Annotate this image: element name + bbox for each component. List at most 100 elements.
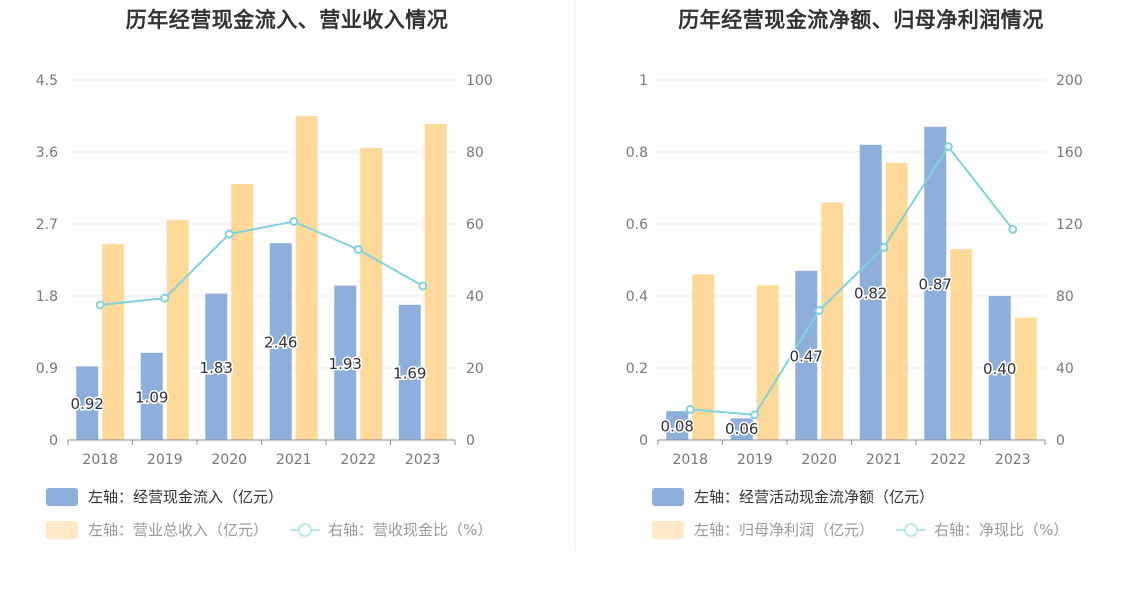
bar-series-0 bbox=[334, 285, 357, 440]
x-axis-tick-label: 2019 bbox=[147, 452, 183, 468]
bar-series-1 bbox=[692, 274, 715, 440]
bar-series-0 bbox=[76, 366, 99, 440]
legend-label: 左轴：经营活动现金流净额（亿元） bbox=[694, 488, 935, 506]
chart-panel-cash-inflow: 历年经营现金流入、营业收入情况 0 0.9 1.8 2.7 3.6 4.5 0 20 40 60 8… bbox=[36, 8, 493, 540]
chart-panel-net-cash-flow: 历年经营现金流净额、归母净利润情况 0 0.2 0.4 0.6 0.8 1 0 40 80 120… bbox=[574, 0, 1148, 589]
line-point bbox=[814, 305, 824, 315]
x-axis-tick-label: 2022 bbox=[930, 452, 966, 468]
left-axis-tick-label: 0.8 bbox=[626, 145, 648, 161]
bar-series-0 bbox=[269, 243, 292, 440]
right-axis-tick-label: 200 bbox=[1056, 73, 1083, 89]
line-point bbox=[750, 410, 760, 420]
x-axis-tick-label: 2021 bbox=[276, 452, 312, 468]
left-axis-tick-label: 4.5 bbox=[36, 73, 58, 89]
data-label: 0.08 bbox=[661, 418, 694, 436]
x-axis-tick-label: 2023 bbox=[995, 452, 1031, 468]
data-label: 1.93 bbox=[329, 355, 362, 373]
panel-divider bbox=[575, 0, 576, 550]
right-axis-tick-label: 0 bbox=[1056, 433, 1065, 449]
bar-series-1 bbox=[756, 285, 779, 440]
bar-series-1 bbox=[166, 220, 189, 440]
line-point bbox=[353, 245, 363, 255]
legend-item-series-0[interactable]: 左轴：经营活动现金流净额（亿元） bbox=[652, 486, 934, 507]
chart-plot: 0 0.9 1.8 2.7 3.6 4.5 0 20 40 60 80 100 2018 2019 2020… bbox=[36, 73, 493, 468]
bar-series-0 bbox=[666, 411, 689, 440]
left-axis-tick-label: 1.8 bbox=[36, 289, 58, 305]
legend-swatch bbox=[46, 487, 78, 506]
legend-swatch bbox=[652, 520, 684, 539]
chart-title: 历年经营现金流入、营业收入情况 bbox=[125, 8, 449, 32]
line-point bbox=[879, 242, 889, 252]
x-axis-tick-label: 2018 bbox=[672, 452, 708, 468]
x-axis-tick-label: 2018 bbox=[82, 452, 118, 468]
left-axis-tick-label: 0.9 bbox=[36, 361, 58, 377]
bar-series-1 bbox=[102, 244, 125, 440]
left-axis-tick-label: 0.6 bbox=[626, 217, 648, 233]
data-label: 0.40 bbox=[983, 360, 1016, 378]
line-series-2 bbox=[100, 220, 424, 306]
chart-plot: 0 0.2 0.4 0.6 0.8 1 0 40 80 120 160 200 2018 2019 2020… bbox=[626, 73, 1083, 468]
right-axis-tick-label: 40 bbox=[466, 289, 484, 305]
bar-series-0 bbox=[988, 296, 1011, 440]
line-point bbox=[685, 404, 695, 414]
left-axis-tick-label: 0 bbox=[639, 433, 648, 449]
line-point bbox=[943, 142, 953, 152]
legend-row: 左轴：营业总收入（亿元） 右轴：营收现金比（%） bbox=[46, 519, 492, 540]
x-axis-tick-label: 2022 bbox=[340, 452, 376, 468]
left-axis-tick-label: 0 bbox=[49, 433, 58, 449]
bar-series-0 bbox=[398, 304, 421, 440]
x-axis-tick-label: 2023 bbox=[405, 452, 441, 468]
legend-item-series-1[interactable]: 左轴：归母净利润（亿元） bbox=[694, 521, 875, 539]
legend-item-series-0[interactable]: 左轴：经营现金流入（亿元） bbox=[46, 486, 283, 507]
right-axis-tick-label: 40 bbox=[1056, 361, 1074, 377]
data-label: 0.47 bbox=[790, 347, 823, 365]
bar-series-1 bbox=[295, 116, 318, 440]
bar-series-0 bbox=[859, 144, 882, 441]
right-axis-tick-label: 0 bbox=[466, 433, 475, 449]
line-point bbox=[1008, 224, 1018, 234]
line-point bbox=[418, 281, 428, 291]
legend-swatch bbox=[652, 487, 684, 506]
data-label: 0.82 bbox=[854, 284, 887, 302]
data-label: 1.09 bbox=[135, 388, 168, 406]
data-label: 1.83 bbox=[200, 359, 233, 377]
line-point bbox=[160, 293, 170, 303]
x-axis-tick-label: 2019 bbox=[737, 452, 773, 468]
right-axis-tick-label: 100 bbox=[466, 73, 493, 89]
data-label: 0.92 bbox=[71, 395, 104, 413]
line-legend-icon bbox=[290, 522, 321, 537]
x-axis-tick-label: 2020 bbox=[211, 452, 247, 468]
line-point bbox=[95, 300, 105, 310]
left-axis-tick-label: 0.4 bbox=[626, 289, 648, 305]
bar-series-1 bbox=[885, 162, 908, 441]
right-axis-tick-label: 20 bbox=[466, 361, 484, 377]
left-axis-tick-label: 1 bbox=[639, 73, 648, 89]
legend-item-series-2[interactable]: 右轴：营收现金比（%） bbox=[328, 521, 493, 539]
legend-item-series-2[interactable]: 右轴：净现比（%） bbox=[934, 521, 1069, 539]
bar-series-1 bbox=[950, 249, 973, 440]
bar-series-1 bbox=[424, 124, 447, 440]
legend-swatch bbox=[46, 520, 78, 539]
legend-label: 左轴：经营现金流入（亿元） bbox=[88, 488, 284, 506]
bar-series-0 bbox=[924, 126, 947, 441]
legend-item-series-1[interactable]: 左轴：营业总收入（亿元） bbox=[88, 521, 269, 539]
bar-series-0 bbox=[205, 293, 228, 440]
bar-series-0 bbox=[795, 270, 818, 440]
bar-series-0 bbox=[140, 352, 163, 440]
line-series-2 bbox=[690, 144, 1014, 416]
left-axis-tick-label: 0.2 bbox=[626, 361, 648, 377]
right-axis-tick-label: 80 bbox=[466, 145, 484, 161]
data-label: 0.06 bbox=[725, 420, 758, 438]
right-axis-tick-label: 80 bbox=[1056, 289, 1074, 305]
line-point bbox=[289, 216, 299, 226]
data-label: 1.69 bbox=[393, 364, 426, 382]
bar-series-1 bbox=[821, 202, 844, 440]
data-label: 0.87 bbox=[919, 275, 952, 293]
chart-title: 历年经营现金流净额、归母净利润情况 bbox=[678, 8, 1044, 32]
right-axis-tick-label: 160 bbox=[1056, 145, 1083, 161]
bar-series-1 bbox=[1014, 317, 1037, 440]
bar-series-1 bbox=[360, 148, 383, 440]
right-axis-tick-label: 120 bbox=[1056, 217, 1083, 233]
legend-row: 左轴：归母净利润（亿元） 右轴：净现比（%） bbox=[652, 519, 1068, 540]
